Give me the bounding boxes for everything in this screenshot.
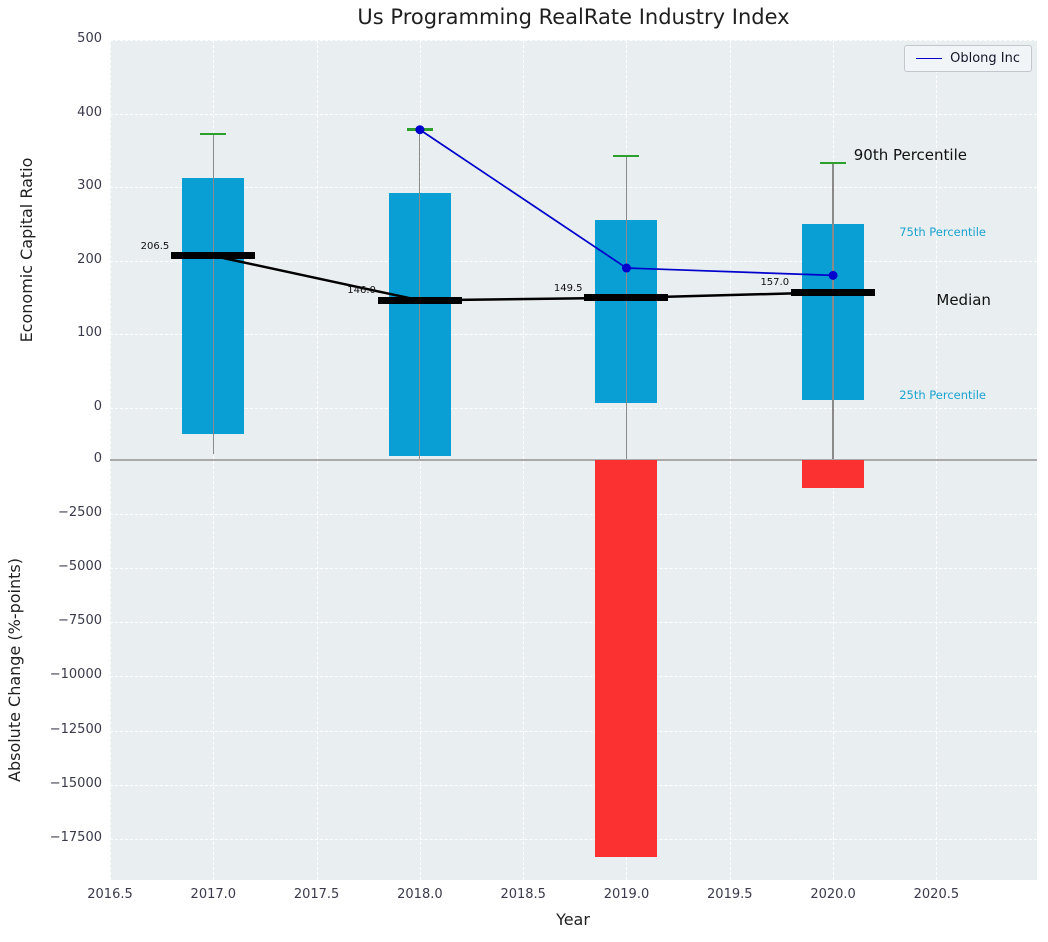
grid-line-horizontal	[110, 187, 1037, 189]
change-bar-2019	[595, 460, 658, 858]
y-tick-label-bottom: −17500	[49, 829, 102, 845]
y-tick-label-bottom: −2500	[58, 505, 102, 521]
legend: Oblong Inc	[904, 45, 1032, 72]
p90-cap-2019	[613, 154, 640, 158]
grid-line-horizontal	[110, 730, 1037, 732]
y-tick-label-bottom: 0	[93, 451, 102, 466]
grid-line-horizontal	[110, 407, 1037, 409]
x-tick-label: 2020.0	[810, 887, 856, 902]
x-tick-label: 2020.5	[913, 887, 960, 902]
median-value-label-2020: 157.0	[760, 277, 790, 289]
grid-line-horizontal	[110, 40, 1037, 41]
grid-line-horizontal	[110, 676, 1037, 678]
x-tick-label: 2019.0	[603, 887, 650, 902]
median-value-label-2019: 149.5	[553, 282, 583, 294]
y-tick-label-bottom: −15000	[49, 775, 102, 791]
grid-line-horizontal	[110, 514, 1037, 516]
grid-line-horizontal	[110, 622, 1037, 624]
y-tick-label-top: 500	[77, 31, 102, 46]
grid-line-horizontal	[110, 838, 1037, 840]
plot-area: 206.5 146.0 149.5 157.0 90th Percentile 75th …	[110, 40, 1037, 880]
company-line	[419, 129, 834, 277]
whisker-2017	[212, 134, 214, 455]
x-axis-label: Year	[556, 910, 590, 929]
company-point-2019	[621, 263, 631, 273]
y-axis-label-bottom: Absolute Change (%-points)	[5, 558, 24, 782]
x-tick-label: 2017.5	[293, 887, 340, 902]
y-tick-label-top: 0	[93, 398, 102, 414]
company-point-2018	[415, 125, 425, 135]
x-tick-label: 2017.0	[190, 887, 237, 902]
p90-cap-2017	[200, 132, 227, 136]
annotation-25th-percentile: 25th Percentile	[899, 387, 987, 402]
y-tick-label-top: 400	[77, 104, 102, 120]
company-point-2020	[828, 270, 838, 280]
y-tick-label-bottom: −5000	[58, 559, 102, 575]
grid-line-horizontal	[110, 260, 1037, 262]
legend-line-sample	[916, 58, 943, 59]
grid-line-horizontal	[110, 568, 1037, 570]
y-tick-label-top: 100	[77, 325, 102, 341]
x-tick-label: 2016.5	[87, 887, 133, 902]
whisker-2018	[419, 129, 421, 460]
median-value-label-2017: 206.5	[140, 240, 170, 252]
y-tick-label-bottom: −12500	[49, 721, 102, 737]
annotation-90th-percentile: 90th Percentile	[853, 146, 967, 165]
y-tick-label-top: 300	[77, 178, 102, 194]
x-tick-label: 2019.5	[707, 887, 753, 902]
whisker-2020	[832, 162, 834, 460]
grid-line-horizontal	[110, 113, 1037, 115]
p90-cap-2020	[820, 161, 847, 165]
whisker-2019	[625, 156, 628, 460]
median-marker-2017	[171, 252, 256, 260]
y-tick-label-top: 200	[77, 251, 102, 267]
change-bar-2020	[802, 460, 865, 489]
line-overlay	[213, 125, 838, 302]
x-tick-label: 2018.0	[397, 887, 443, 902]
median-value-label-2018: 146.0	[347, 285, 376, 297]
annotation-median: Median	[936, 291, 991, 310]
annotation-75th-percentile: 75th Percentile	[899, 224, 987, 239]
x-tick-label: 2018.5	[500, 887, 546, 902]
y-tick-label-bottom: −7500	[58, 613, 102, 629]
grid-line-horizontal	[110, 334, 1037, 336]
panel-separator-line	[110, 459, 1037, 461]
grid-line-horizontal	[110, 784, 1037, 786]
legend-label: Oblong Inc	[950, 51, 1020, 66]
median-line	[213, 254, 834, 302]
chart-title: Us Programming RealRate Industry Index	[357, 5, 790, 29]
y-tick-label-bottom: −10000	[49, 667, 102, 683]
y-axis-label-top: Economic Capital Ratio	[17, 157, 36, 343]
